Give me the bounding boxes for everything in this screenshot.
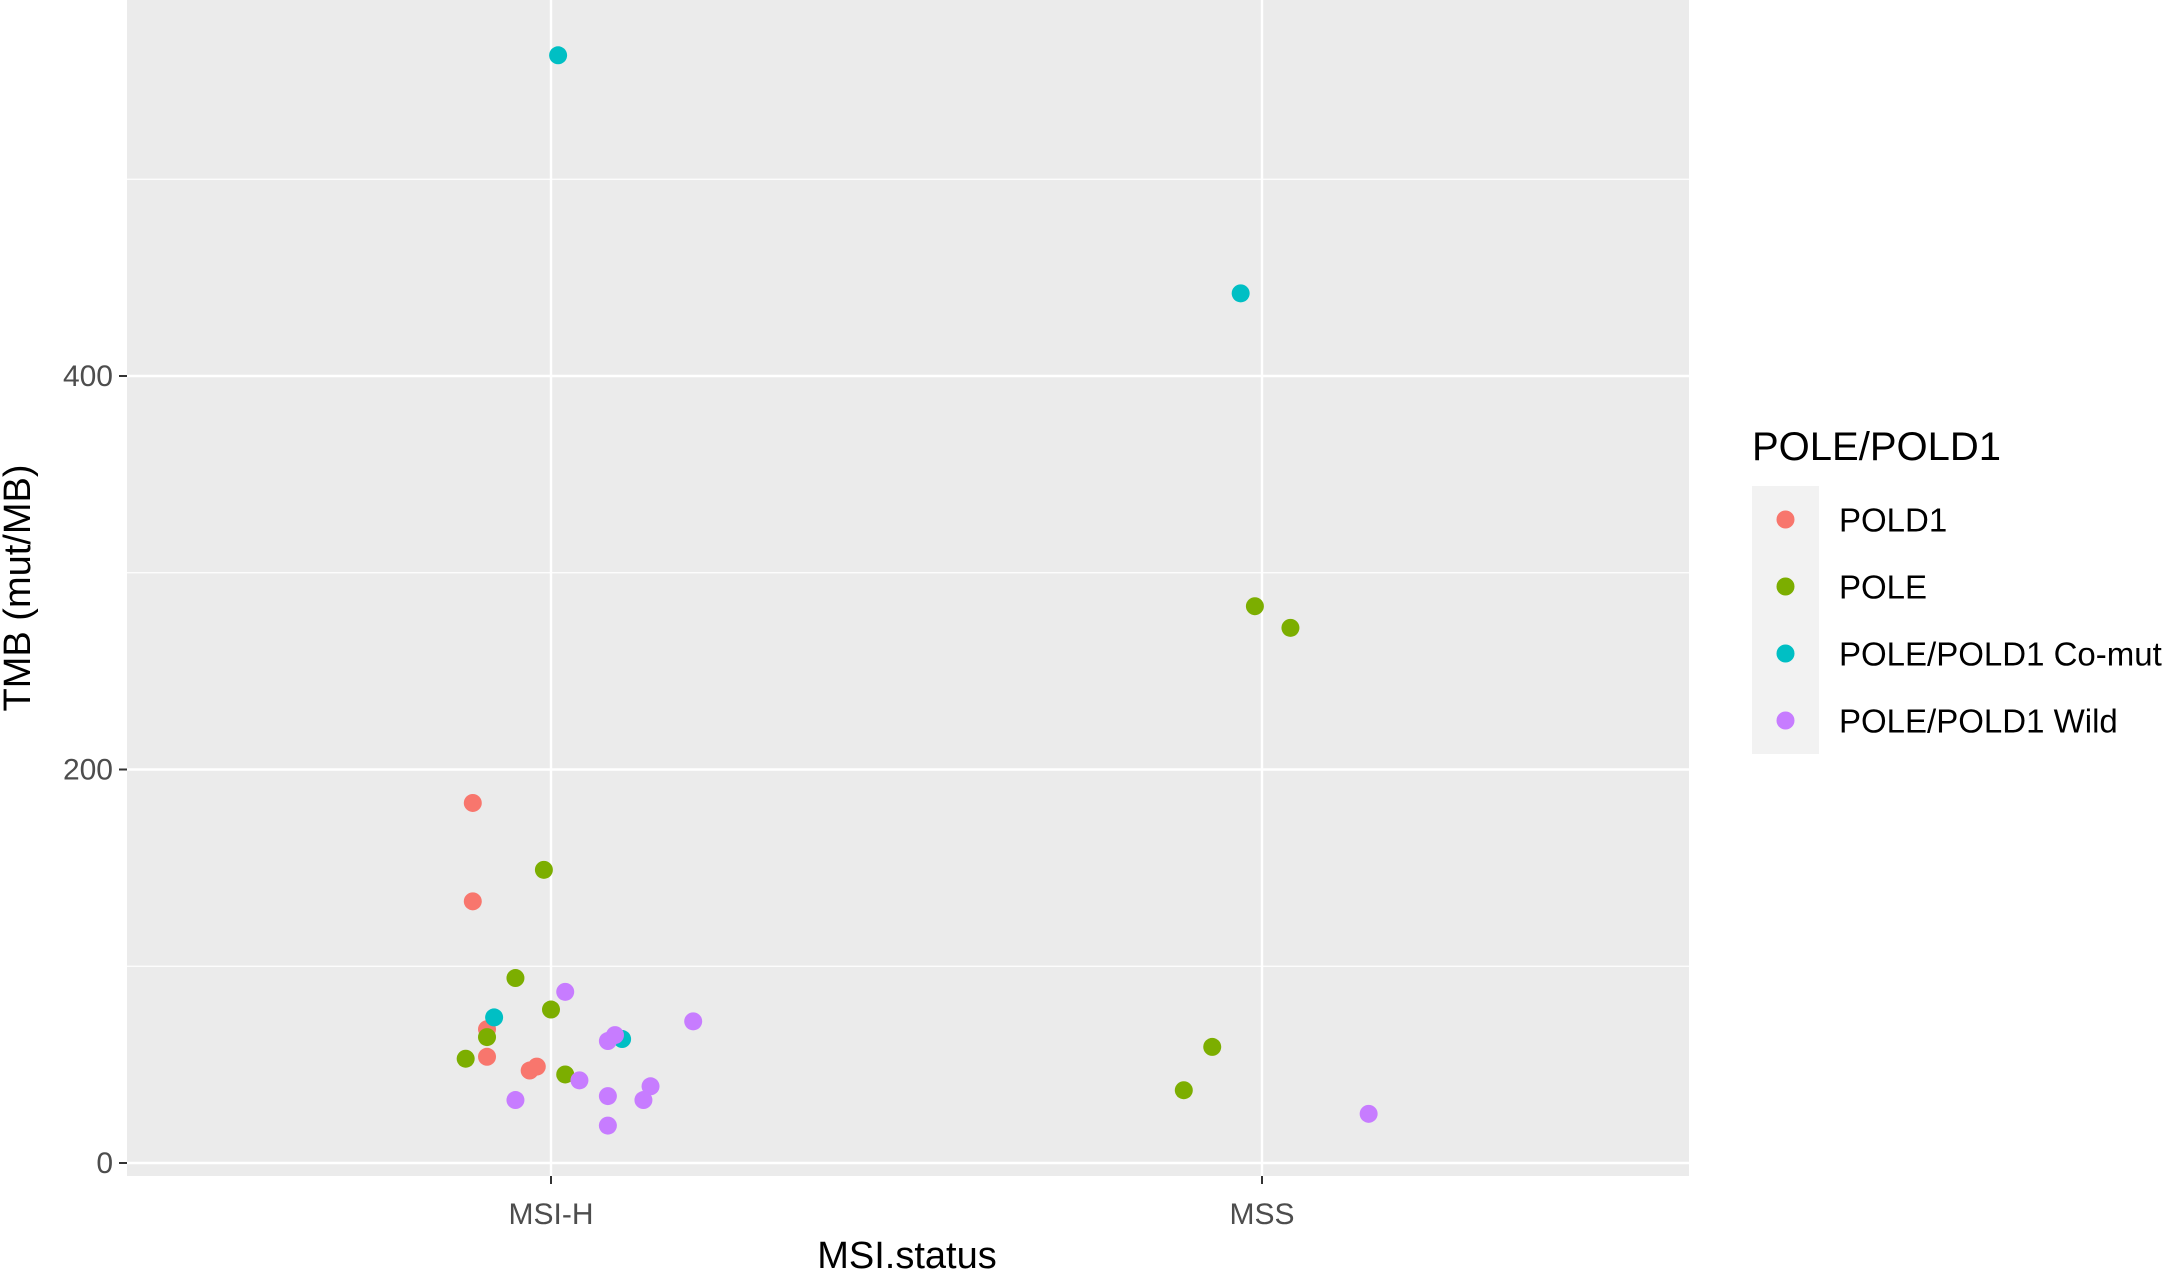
data-point <box>1281 618 1300 637</box>
data-point <box>527 1057 546 1076</box>
y-tick-label: 0 <box>96 1147 113 1180</box>
data-point <box>478 1047 497 1066</box>
legend-key-symbol <box>1776 510 1795 529</box>
data-point <box>506 969 525 988</box>
data-point <box>1245 597 1264 616</box>
legend-entry-label: POLE/POLD1 Co-mut <box>1839 636 2162 673</box>
legend-title: POLE/POLD1 <box>1752 425 2001 469</box>
data-point <box>1174 1081 1193 1100</box>
data-point <box>684 1012 703 1031</box>
data-point <box>1231 284 1250 303</box>
data-point <box>598 1116 617 1135</box>
data-point <box>570 1071 589 1090</box>
data-point <box>485 1008 504 1027</box>
data-point <box>641 1077 660 1096</box>
data-point <box>556 1065 575 1084</box>
data-point <box>556 982 575 1001</box>
x-axis-title: MSI.status <box>817 1235 997 1274</box>
x-tick-label: MSI-H <box>509 1198 594 1231</box>
data-point <box>463 793 482 812</box>
data-point <box>634 1091 653 1110</box>
data-point <box>598 1032 617 1051</box>
data-point <box>598 1087 617 1106</box>
y-tick-label: 400 <box>63 360 113 393</box>
panel-background <box>127 0 1689 1176</box>
x-tick-label: MSS <box>1229 1198 1294 1231</box>
legend-key-symbol <box>1776 577 1795 596</box>
data-point <box>549 46 568 65</box>
data-point <box>478 1028 497 1047</box>
data-point <box>463 892 482 911</box>
data-point <box>456 1049 475 1068</box>
legend-key-symbol <box>1776 711 1795 730</box>
data-point <box>506 1091 525 1110</box>
legend-key-symbol <box>1776 644 1795 663</box>
major-gridlines <box>127 0 1689 1176</box>
data-point <box>1359 1104 1378 1123</box>
data-points <box>456 46 1378 1135</box>
data-point <box>534 860 553 879</box>
legend-entry-label: POLE/POLD1 Wild <box>1839 703 2118 740</box>
data-point <box>542 1000 560 1019</box>
legend-entry-label: POLE <box>1839 569 1927 606</box>
y-tick-label: 200 <box>63 754 113 787</box>
legend: POLE/POLD1 POLD1 POLE POLE/POLD1 Co-mut POL… <box>1752 425 2162 754</box>
y-axis-title: TMB (mut/MB) <box>0 465 39 712</box>
axis-ticks: 0 200 400 MSI-H MSS <box>63 360 1295 1231</box>
legend-entry-label: POLD1 <box>1839 502 1947 539</box>
data-point <box>1203 1037 1222 1056</box>
minor-gridlines <box>127 178 1689 967</box>
